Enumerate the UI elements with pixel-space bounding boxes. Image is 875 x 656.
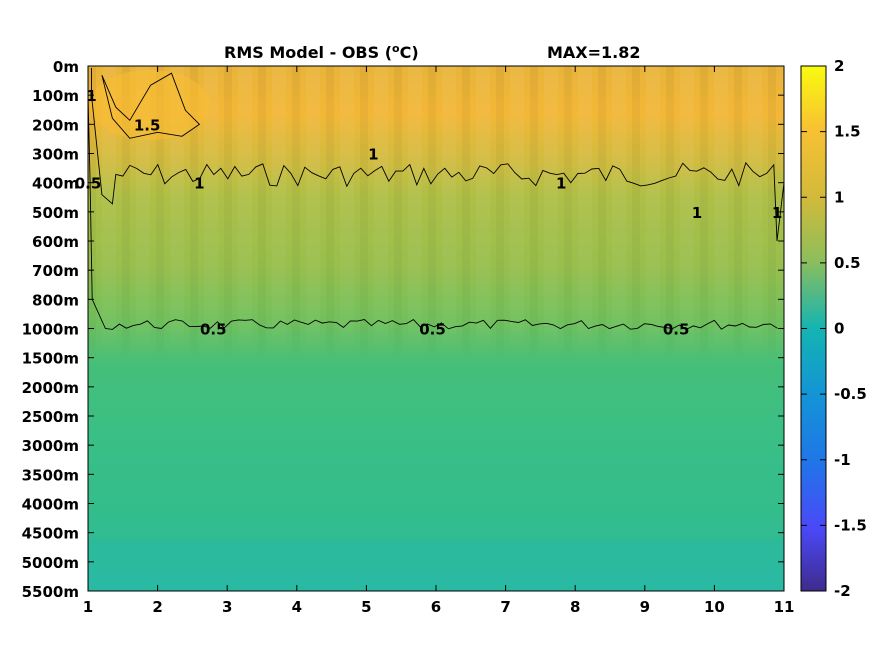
colorbar-tick-label: 2: [834, 57, 844, 75]
y-tick-label: 800m: [32, 291, 79, 309]
x-tick-label: 7: [500, 598, 510, 616]
colorbar-tick-label: 1.5: [834, 123, 861, 141]
x-tick-label: 11: [774, 598, 795, 616]
contour-label: 0.5: [200, 321, 227, 339]
y-tick-label: 0m: [53, 58, 79, 76]
y-tick-label: 1000m: [22, 321, 79, 339]
y-tick-label: 200m: [32, 116, 79, 134]
contour-label: 1: [368, 146, 378, 164]
x-axis: 1 2 3 4 5 6 7 8 9 10 11: [83, 66, 795, 616]
x-tick-label: 9: [640, 598, 650, 616]
chart-title-base: RMS Model - OBS (: [224, 43, 392, 62]
chart-title-sup: o: [392, 42, 400, 55]
x-tick-label: 10: [704, 598, 725, 616]
x-tick-label: 5: [361, 598, 371, 616]
contour-label: 1: [556, 175, 566, 193]
y-tick-label: 5500m: [22, 583, 79, 601]
y-tick-label: 300m: [32, 146, 79, 164]
x-tick-label: 3: [222, 598, 232, 616]
y-tick-label: 4500m: [22, 525, 79, 543]
contour-label: 1: [692, 204, 702, 222]
y-tick-label: 2000m: [22, 379, 79, 397]
colorbar-tick-label: 0.5: [834, 254, 861, 272]
y-tick-label: 400m: [32, 175, 79, 193]
y-tick-label: 600m: [32, 233, 79, 251]
contour-label: 1: [86, 87, 96, 105]
y-tick-label: 4000m: [22, 496, 79, 514]
y-tick-label: 700m: [32, 262, 79, 280]
contour-1.5: [101, 72, 201, 139]
contour-1.0: [91, 68, 785, 242]
colorbar-tick-label: -1: [834, 451, 851, 469]
y-tick-label: 1500m: [22, 350, 79, 368]
y-tick-label: 3000m: [22, 437, 79, 455]
colorbar-ticks: 2 1.5 1 0.5 0 -0.5 -1 -1.5 -2: [801, 57, 867, 600]
colorbar-tick-label: -2: [834, 582, 851, 600]
colorbar-tick-label: -1.5: [834, 516, 867, 534]
y-tick-label: 5000m: [22, 554, 79, 572]
contour-label: 0.5: [663, 321, 690, 339]
x-tick-label: 4: [292, 598, 302, 616]
contour-label: 1: [772, 204, 782, 222]
x-tick-label: 6: [431, 598, 441, 616]
y-tick-label: 2500m: [22, 408, 79, 426]
x-tick-label: 8: [570, 598, 580, 616]
colorbar-tick-label: 0: [834, 320, 844, 338]
max-label: MAX=1.82: [547, 43, 641, 62]
contour-label: 0.5: [419, 321, 446, 339]
contour-0.5: [87, 95, 778, 330]
y-tick-label: 3500m: [22, 466, 79, 484]
x-tick-label: 2: [152, 598, 162, 616]
contour-label: 1.5: [134, 116, 161, 134]
contour-lines: [87, 68, 785, 330]
colorbar-tick-label: 1: [834, 188, 844, 206]
chart-title: RMS Model - OBS (oC): [224, 42, 419, 62]
y-tick-label: 500m: [32, 204, 79, 222]
chart-title-rest: C): [400, 43, 419, 62]
colorbar-tick-label: -0.5: [834, 385, 867, 403]
y-axis: 0m 100m 200m 300m 400m 500m 600m 700m 800m 1000m 1…: [22, 58, 784, 601]
deep-patch: [88, 540, 784, 591]
y-tick-label: 100m: [32, 87, 79, 105]
heatmap-texture: [88, 66, 784, 591]
hot-spot: [90, 70, 210, 140]
contour-label: 1: [194, 175, 204, 193]
x-tick-label: 1: [83, 598, 93, 616]
